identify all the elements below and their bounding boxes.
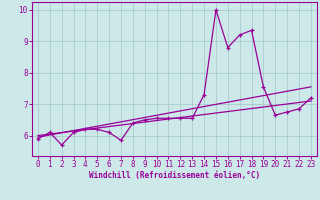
X-axis label: Windchill (Refroidissement éolien,°C): Windchill (Refroidissement éolien,°C) xyxy=(89,171,260,180)
